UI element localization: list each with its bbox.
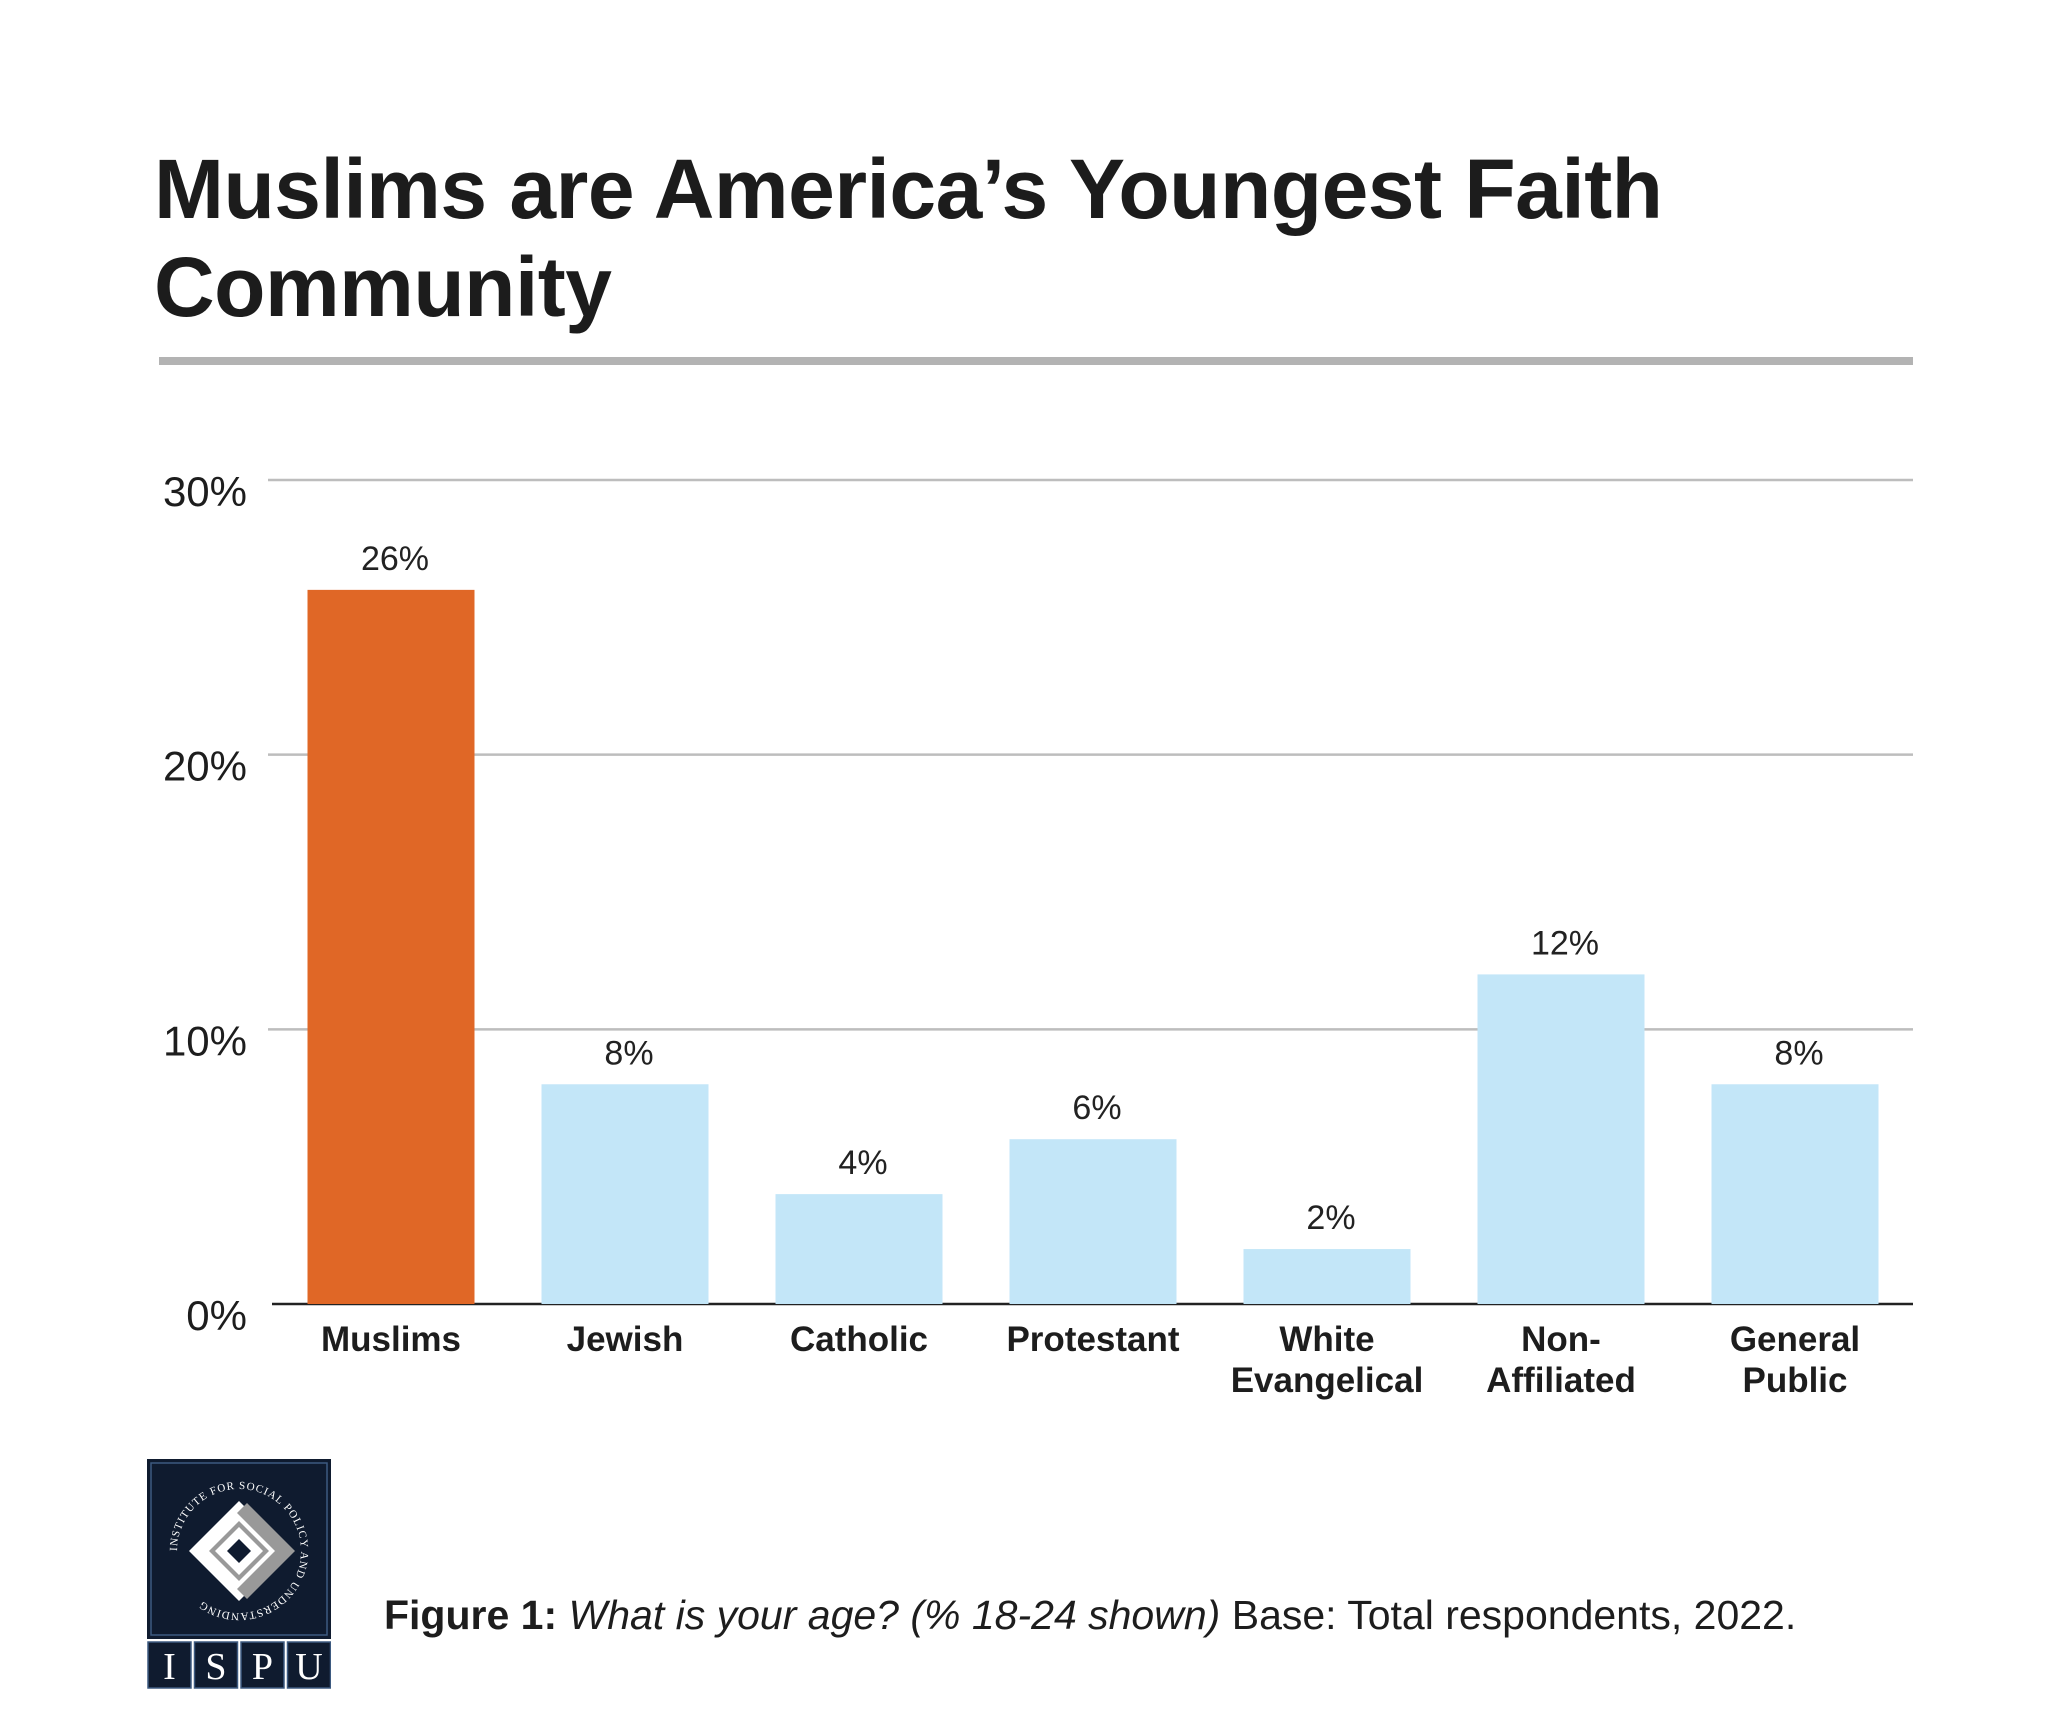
logo-letter-box	[240, 1641, 285, 1689]
logo-letter-box	[286, 1641, 331, 1689]
category-label: General	[1730, 1320, 1860, 1359]
value-label: 2%	[1306, 1199, 1355, 1237]
category-label: Protestant	[1006, 1320, 1179, 1359]
figure-caption: Figure 1: What is your age? (% 18-24 sho…	[384, 1588, 1884, 1642]
y-tick-label: 20%	[163, 743, 247, 790]
logo-letter-box	[193, 1641, 239, 1689]
bar-chart: 0% 10% 20% 30% 26% Muslims 8% Jewish 4% Catholic…	[163, 468, 1913, 1400]
logo-letter: S	[205, 1646, 226, 1688]
logo-letter: I	[163, 1646, 176, 1688]
category-label: Evangelical	[1231, 1361, 1424, 1400]
value-label: 8%	[1774, 1034, 1823, 1072]
bar	[1243, 1249, 1411, 1304]
y-tick-label: 10%	[163, 1017, 247, 1064]
chart-title: Muslims are America’s Youngest Faith Com…	[154, 142, 1663, 334]
logo-letter-box	[147, 1641, 192, 1689]
category-label: Catholic	[790, 1320, 928, 1359]
bar	[1477, 974, 1645, 1304]
logo-letter: U	[295, 1646, 322, 1688]
bar	[1009, 1139, 1177, 1304]
title-divider	[159, 357, 1913, 365]
caption-label: Figure 1:	[384, 1592, 558, 1638]
bar	[307, 589, 475, 1304]
category-label: Muslims	[321, 1320, 461, 1359]
bar	[541, 1084, 709, 1304]
ispu-logo: INSTITUTE FOR SOCIAL POLICY AND UNDERSTA…	[147, 1459, 331, 1689]
category-label: Affiliated	[1486, 1361, 1636, 1400]
category-label: Jewish	[567, 1320, 684, 1359]
category-label: White	[1279, 1320, 1374, 1359]
value-label: 26%	[361, 540, 429, 578]
category-label: Non-	[1521, 1320, 1601, 1359]
value-label: 12%	[1531, 924, 1599, 962]
value-label: 8%	[604, 1034, 653, 1072]
caption-base: Base: Total respondents, 2022.	[1231, 1592, 1797, 1638]
y-tick-label: 0%	[186, 1292, 247, 1339]
bar	[775, 1194, 943, 1304]
caption-question: What is your age? (% 18-24 shown)	[568, 1592, 1221, 1638]
logo-letter: P	[252, 1646, 273, 1688]
bar	[1711, 1084, 1879, 1304]
value-label: 6%	[1072, 1089, 1121, 1127]
y-tick-label: 30%	[163, 468, 247, 515]
category-label: Public	[1742, 1361, 1847, 1400]
value-label: 4%	[838, 1144, 887, 1182]
